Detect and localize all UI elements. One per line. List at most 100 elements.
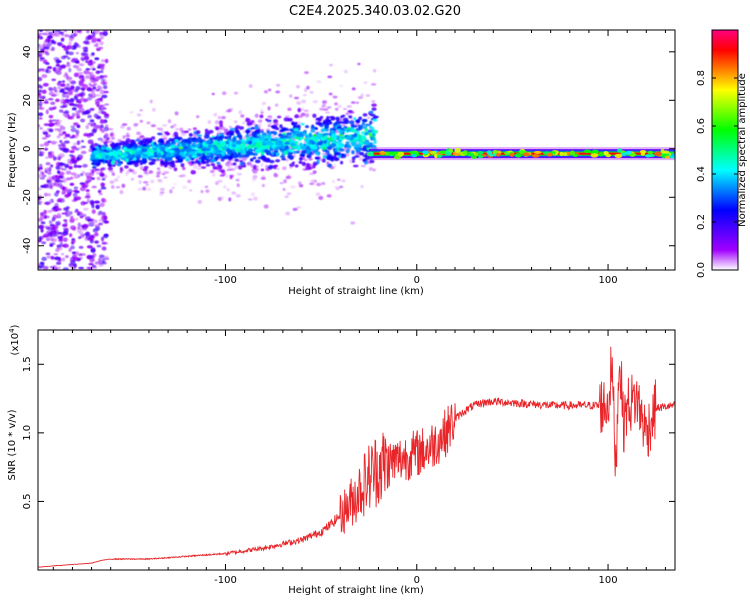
spectrogram-cell xyxy=(104,103,110,106)
spectrogram-cell xyxy=(50,122,55,126)
spectrogram-cell xyxy=(109,132,114,137)
spectrogram-cell xyxy=(163,170,168,175)
spectrogram-cell xyxy=(116,162,122,167)
spectrogram-cell xyxy=(269,117,274,120)
spectrogram-cell xyxy=(250,192,255,197)
spectrogram-cell xyxy=(149,99,153,104)
carrier-blob xyxy=(621,152,627,156)
spectrogram-cell xyxy=(277,137,283,143)
spectrogram-cell xyxy=(51,78,57,82)
spectrogram-cell xyxy=(149,155,154,159)
spectrogram-cell xyxy=(99,31,103,36)
spectrogram-cell xyxy=(89,119,95,123)
spectrogram-cell xyxy=(136,147,142,152)
spectrogram-cell xyxy=(346,105,352,108)
spectrogram-cell xyxy=(45,69,52,74)
spectrogram-cell xyxy=(50,257,56,261)
spectrogram-cell xyxy=(313,179,317,183)
spectrogram-cell xyxy=(71,145,77,151)
spectrogram-cell xyxy=(41,241,47,245)
spectrogram-cell xyxy=(303,109,309,112)
spectrogram-cell xyxy=(163,162,169,167)
spectrogram-cell xyxy=(353,117,357,121)
spectrogram-cell xyxy=(236,172,243,176)
spectrogram-cell xyxy=(252,152,258,157)
spectrogram-cell xyxy=(146,121,151,125)
snr-series xyxy=(38,346,675,568)
spectrogram-cell xyxy=(330,116,336,120)
spectrogram-cell xyxy=(239,162,245,166)
spectrogram-cell xyxy=(85,60,89,63)
spectrogram-cell xyxy=(90,122,95,127)
spectrogram-cell xyxy=(219,143,225,148)
spectrogram-cell xyxy=(126,126,131,131)
spectrogram-cell xyxy=(57,119,63,123)
spectrogram-cell xyxy=(38,116,43,120)
spectrogram-cell xyxy=(131,139,136,145)
spectrogram-cell xyxy=(56,244,62,248)
spectrogram-cell xyxy=(174,139,179,143)
spectrogram-cell xyxy=(184,157,191,162)
spectrogram-cell xyxy=(38,265,43,270)
spectrogram-cell xyxy=(44,147,49,151)
spectrogram-cells xyxy=(38,30,379,270)
spectrogram-cell xyxy=(236,183,240,188)
spectrogram-cell xyxy=(273,164,279,168)
carrier-blob xyxy=(605,153,612,158)
spectrogram-cell xyxy=(45,237,51,242)
spectrogram-cell xyxy=(40,228,44,233)
spectrogram-cell xyxy=(54,179,58,183)
spectrogram-cell xyxy=(108,169,115,173)
spectrogram-cell xyxy=(351,101,356,104)
spectrogram-cell xyxy=(334,107,339,111)
spectrogram-cell xyxy=(139,165,144,170)
spectrogram-cell xyxy=(65,170,72,175)
spectrogram-cell xyxy=(318,195,324,200)
spectrogram-cell xyxy=(57,144,63,147)
spectrogram-cell xyxy=(233,162,237,166)
spectrogram-cell xyxy=(82,163,88,168)
spectrogram-cell xyxy=(260,108,264,112)
spectrogram-cell xyxy=(306,149,310,154)
spectrogram-cell xyxy=(284,141,291,145)
spectrogram-cell xyxy=(75,129,80,135)
spectrogram-cell xyxy=(62,178,67,183)
colorbar-tick-label: 0.4 xyxy=(696,166,707,182)
spectrogram-cell xyxy=(287,151,294,155)
spectrogram-cell xyxy=(212,173,216,177)
spectrogram-cell xyxy=(362,159,366,163)
spectrogram-cell xyxy=(120,124,125,129)
spectrogram-cell xyxy=(297,107,301,113)
spectrogram-cell xyxy=(224,136,228,140)
spectrogram-cell xyxy=(296,131,301,134)
spectrogram-cell xyxy=(100,158,105,162)
spectrogram-cell xyxy=(91,209,96,215)
spectrogram-cell xyxy=(355,119,361,124)
spectrogram-cell xyxy=(164,143,168,147)
spectrogram-cell xyxy=(203,134,210,139)
spectrogram-cell xyxy=(53,156,57,161)
spectrogram-cell xyxy=(83,207,89,211)
spectrogram-cell xyxy=(98,210,103,215)
spectrogram-cell xyxy=(144,171,150,176)
spectrogram-cell xyxy=(94,57,100,61)
spectrogram-cell xyxy=(305,165,312,171)
spectrogram-cell xyxy=(227,130,233,134)
spectrogram-cell xyxy=(287,154,292,159)
spectrogram-cell xyxy=(332,136,338,140)
spectrogram-cell xyxy=(338,147,345,152)
spectrogram-cell xyxy=(69,218,75,223)
spectrogram-cell xyxy=(360,93,364,97)
spectrogram-cell xyxy=(103,215,108,220)
spectrogram-cell xyxy=(136,113,142,117)
spectrogram-cell xyxy=(272,119,279,124)
spectrogram-cell xyxy=(211,163,216,167)
spectrogram-cell xyxy=(312,113,317,118)
spectrogram-cell xyxy=(45,156,50,159)
spectrogram-cell xyxy=(342,107,347,111)
spectrogram-cell xyxy=(75,59,80,64)
spectrogram-cell xyxy=(130,160,135,164)
spectrogram-cell xyxy=(101,151,107,157)
spectrogram-cell xyxy=(135,138,141,142)
spectrogram-cell xyxy=(49,87,54,92)
